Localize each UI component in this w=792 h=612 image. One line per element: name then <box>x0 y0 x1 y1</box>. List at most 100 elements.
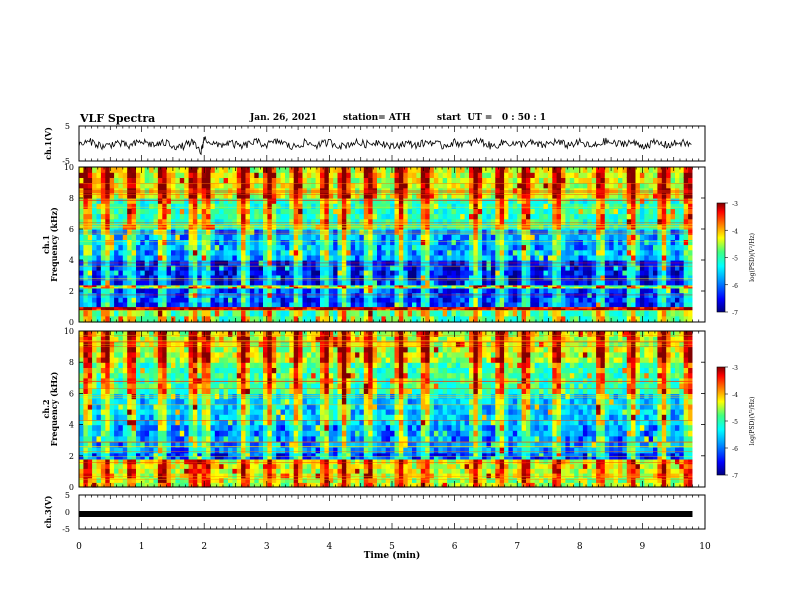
spectrogram-cell <box>79 455 84 460</box>
spectrogram-cell <box>271 297 277 303</box>
spectrogram-cell <box>232 254 238 261</box>
spectrogram-cell <box>293 234 299 240</box>
spectrogram-cell <box>114 441 120 448</box>
spectrogram-cell <box>214 306 220 309</box>
spectrogram-cell <box>661 274 667 281</box>
spectrogram-cell <box>197 182 203 189</box>
spectrogram-cell <box>333 177 339 184</box>
spectrogram-cell <box>512 254 518 261</box>
spectrogram-cell <box>473 301 479 308</box>
spectrogram-cell <box>412 297 417 303</box>
spectrogram-cell <box>679 218 685 225</box>
spectrogram-cell <box>565 254 571 261</box>
spectrogram-cell <box>241 239 247 246</box>
spectrogram-cell <box>385 279 391 286</box>
spectrogram-cell <box>341 208 347 215</box>
spectrogram-cell <box>403 309 409 317</box>
spectrogram-cell <box>460 284 466 287</box>
spectrogram-cell <box>175 239 181 246</box>
spectrogram-cell <box>192 198 198 204</box>
spectrogram-cell <box>359 265 365 271</box>
spectrogram-cell <box>263 309 268 317</box>
spectrogram-cell <box>526 309 531 317</box>
spectrogram-cell <box>657 269 663 276</box>
spectrogram-cell <box>232 279 238 286</box>
spectrogram-cell <box>526 286 531 289</box>
spectrogram-cell <box>416 192 422 199</box>
spectrogram-cell <box>280 192 286 199</box>
spectrogram-cell <box>241 286 247 289</box>
spectrogram-cell <box>403 284 409 287</box>
spectrogram-cell <box>223 182 229 189</box>
spectrogram-cell <box>109 306 115 309</box>
spectrogram-cell <box>688 213 694 220</box>
spectrogram-cell <box>604 309 610 317</box>
spectrogram-cell <box>569 244 575 251</box>
spectrogram-cell <box>438 208 444 215</box>
spectrogram-cell <box>118 234 124 240</box>
spectrogram-cell <box>197 244 203 251</box>
spectrogram-cell <box>320 213 325 220</box>
spectrogram-cell <box>140 279 146 286</box>
spectrogram-cell <box>644 315 650 323</box>
spectrogram-cell <box>83 477 89 483</box>
spectrogram-cell <box>477 269 483 276</box>
spectrogram-cell <box>631 265 637 271</box>
spectrogram-cell <box>122 297 128 303</box>
spectrogram-cell <box>499 167 505 173</box>
spectrogram-cell <box>688 244 694 251</box>
spectrogram-cell <box>591 244 597 251</box>
spectrogram-cell <box>346 301 352 308</box>
spectrogram-cell <box>591 287 597 294</box>
spectrogram-cell <box>565 172 571 178</box>
spectrogram-cell <box>447 286 453 289</box>
spectrogram-cell <box>653 239 658 246</box>
spectrogram-cell <box>561 244 566 251</box>
spectrogram-cell <box>271 269 277 276</box>
spectrogram-cell <box>254 182 260 189</box>
spectrogram-cell <box>683 239 689 246</box>
spectrogram-cell <box>298 208 304 215</box>
spectrogram-cell <box>92 279 98 286</box>
spectrogram-cell <box>398 254 404 261</box>
spectrogram-cell <box>543 208 549 215</box>
spectrogram-cell <box>390 213 396 220</box>
spectrogram-cell <box>197 167 203 173</box>
spectrogram-cell <box>232 203 238 209</box>
spectrogram-cell <box>635 239 641 246</box>
spectrogram-cell <box>92 441 98 448</box>
spectrogram-cell <box>188 308 194 311</box>
spectrogram-cell <box>293 249 299 256</box>
spectrogram-cell <box>547 254 553 261</box>
spectrogram-cell <box>232 244 238 251</box>
spectrogram-cell <box>539 218 545 225</box>
spectrogram-cell <box>372 208 378 215</box>
spectrogram-cell <box>359 213 365 220</box>
spectrogram-cell <box>661 315 667 323</box>
spectrogram-cell <box>109 393 115 400</box>
spectrogram-cell <box>241 203 247 209</box>
spectrogram-cell <box>451 192 457 199</box>
spectrogram-cell <box>639 306 645 309</box>
spectrogram-cell <box>96 213 102 220</box>
spectrogram-cell <box>131 297 137 303</box>
spectrogram-cell <box>131 198 137 204</box>
spectrogram-cell <box>675 287 680 294</box>
spectrogram-cell <box>473 239 479 246</box>
spectrogram-cell <box>547 234 553 240</box>
spectrogram-cell <box>508 213 514 220</box>
spectrogram-cell <box>517 287 523 294</box>
spectrogram-cell <box>534 249 540 256</box>
spectrogram-cell <box>574 279 580 286</box>
spectrogram-cell <box>526 279 531 286</box>
spectrogram-cell <box>512 287 518 294</box>
spectrogram-cell <box>254 249 260 256</box>
spectrogram-cell <box>661 213 667 220</box>
spectrogram-cell <box>631 167 637 173</box>
spectrogram-cell <box>683 213 689 220</box>
spectrogram-cell <box>245 203 251 209</box>
spectrogram-cell <box>363 198 369 204</box>
spectrogram-cell <box>219 286 225 289</box>
spectrogram-cell <box>460 177 466 184</box>
spectrogram-cell <box>587 297 593 303</box>
